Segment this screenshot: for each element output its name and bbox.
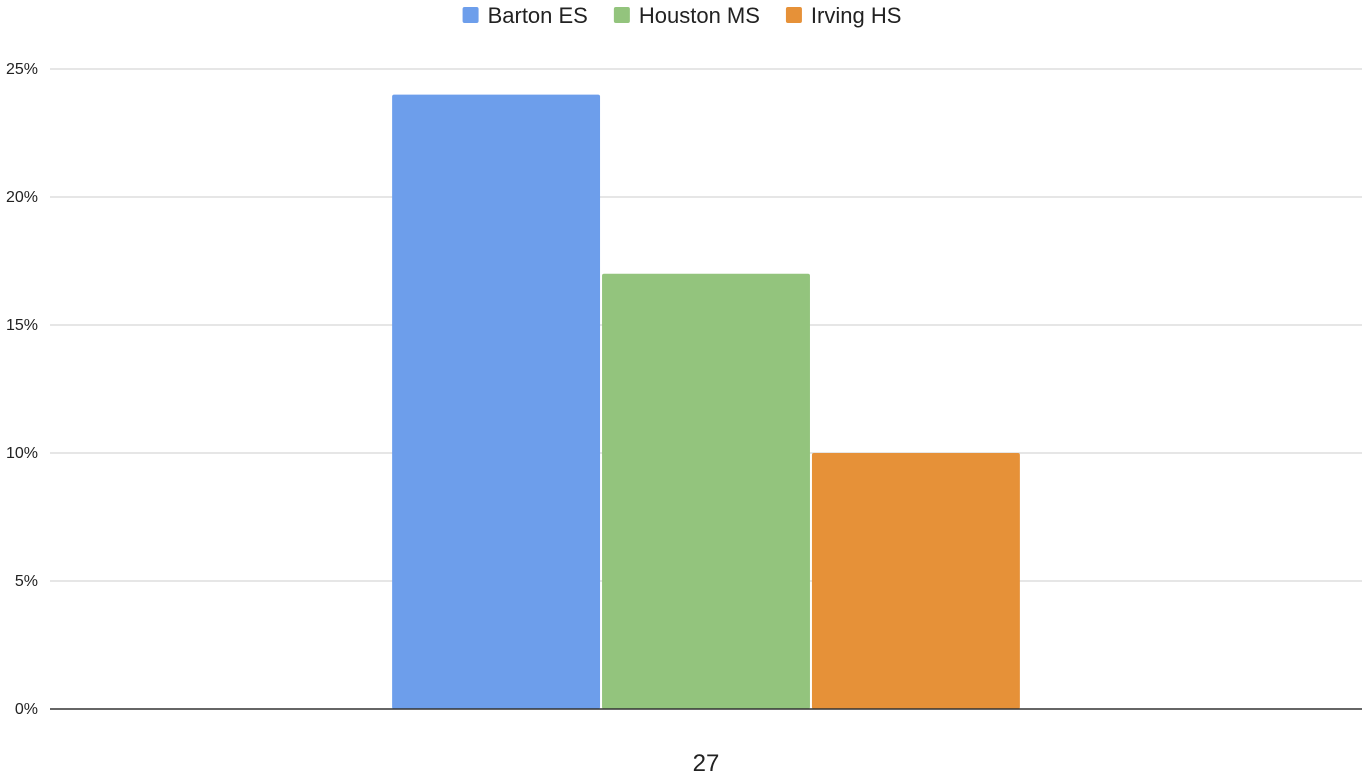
y-tick-label: 5% [15, 573, 38, 590]
legend-label: Barton ES [488, 3, 588, 28]
legend-item: Irving HS [785, 3, 901, 28]
bar-irving-hs [811, 453, 1020, 709]
y-tick-label: 20% [6, 189, 38, 206]
y-tick-label: 15% [6, 317, 38, 334]
legend-swatch [785, 7, 802, 23]
legend-item: Barton ES [462, 3, 588, 28]
y-tick-label: 10% [6, 445, 38, 462]
legend-item: Houston MS [613, 3, 760, 28]
legend-label: Irving HS [811, 3, 901, 28]
bars [392, 94, 1020, 710]
bar-houston-ms [602, 273, 810, 709]
legend: Barton ES Houston MS Irving HS [462, 3, 901, 28]
legend-swatch [613, 7, 630, 23]
y-tick-label: 0% [15, 701, 38, 718]
legend-swatch [462, 7, 479, 23]
bar-barton-es [392, 94, 601, 710]
x-tick-label: 27 [693, 750, 720, 775]
y-tick-label: 25% [6, 61, 38, 78]
legend-label: Houston MS [639, 3, 760, 28]
axes: 0% 5% 10% 15% 20% 25% 27 [6, 61, 1362, 775]
